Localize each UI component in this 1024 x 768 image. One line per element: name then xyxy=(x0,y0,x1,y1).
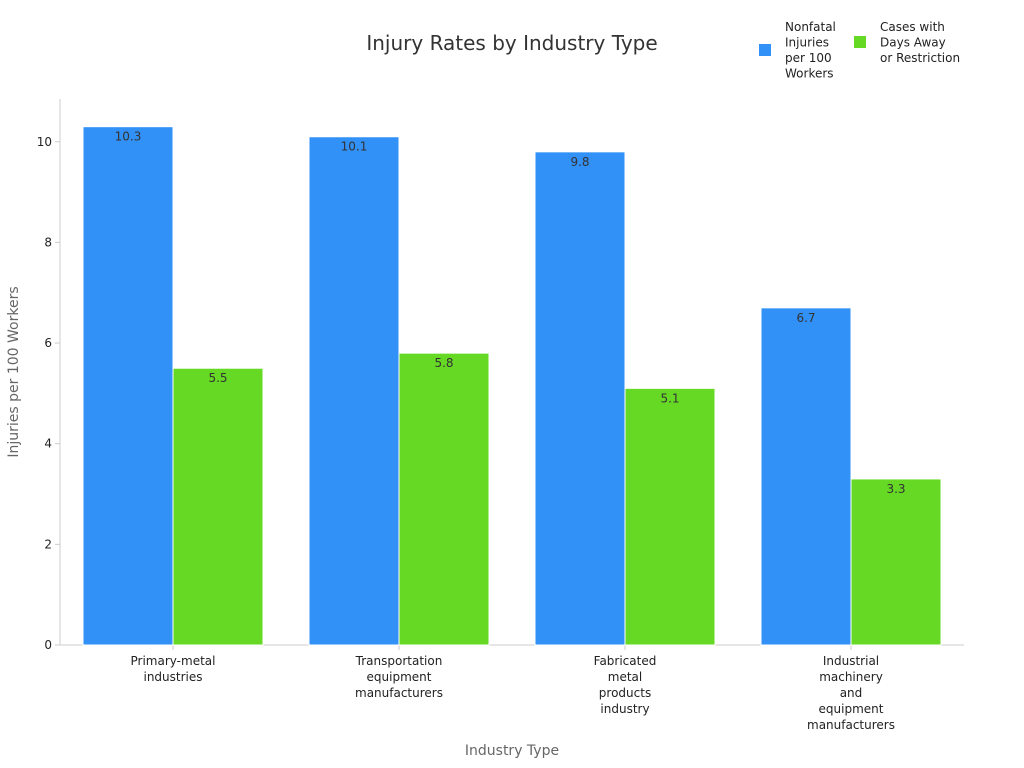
bar-series-0-cat-2 xyxy=(534,151,626,646)
bars xyxy=(82,126,942,646)
x-tick-label: Transportation equipment manufacturers xyxy=(355,654,443,700)
data-label: 5.1 xyxy=(660,391,679,405)
data-label: 6.7 xyxy=(796,311,815,325)
legend: Nonfatal Injuries per 100 Workers Cases with… xyxy=(759,20,960,81)
x-tick-label: Fabricated metal products industry xyxy=(594,654,657,716)
data-labels: 10.3 5.5 10.1 5.8 9.8 5.1 6.7 3.3 xyxy=(115,130,906,496)
y-axis-title: Injuries per 100 Workers xyxy=(6,286,22,457)
legend-label: Cases with Days Away or Restriction xyxy=(880,20,960,65)
data-label: 3.3 xyxy=(886,482,905,496)
y-tick-label: 4 xyxy=(44,437,52,451)
bar-series-0-cat-1 xyxy=(308,136,400,646)
data-label: 9.8 xyxy=(570,155,589,169)
y-tick-label: 0 xyxy=(44,638,52,652)
data-label: 5.5 xyxy=(208,371,227,385)
legend-swatch xyxy=(854,36,866,48)
bar-series-1-cat-0 xyxy=(172,367,264,646)
legend-item-1: Cases with Days Away or Restriction xyxy=(854,20,960,65)
bar-series-0-cat-0 xyxy=(82,126,174,646)
bar-series-1-cat-2 xyxy=(624,387,716,646)
data-label: 5.8 xyxy=(434,356,453,370)
y-axis: 0 2 4 6 8 10 xyxy=(37,99,61,652)
x-tick-label: Industrial machinery and equipment manufactu… xyxy=(807,654,895,732)
legend-item-0: Nonfatal Injuries per 100 Workers xyxy=(759,20,836,81)
legend-swatch xyxy=(759,44,771,56)
bar-series-1-cat-3 xyxy=(850,478,942,646)
y-tick-label: 6 xyxy=(44,336,52,350)
legend-label: Nonfatal Injuries per 100 Workers xyxy=(785,20,836,81)
data-label: 10.3 xyxy=(115,130,142,144)
y-tick-label: 8 xyxy=(44,235,52,249)
x-axis: Primary-metal industries Transportation equ… xyxy=(60,644,964,732)
x-tick-label: Primary-metal industries xyxy=(131,654,216,684)
bar-series-1-cat-1 xyxy=(398,352,490,646)
y-tick-label: 10 xyxy=(37,135,52,149)
chart-title: Injury Rates by Industry Type xyxy=(366,31,657,55)
data-label: 10.1 xyxy=(341,140,368,154)
y-tick-label: 2 xyxy=(44,537,52,551)
x-axis-title: Industry Type xyxy=(465,743,559,759)
bar-series-0-cat-3 xyxy=(760,307,852,646)
